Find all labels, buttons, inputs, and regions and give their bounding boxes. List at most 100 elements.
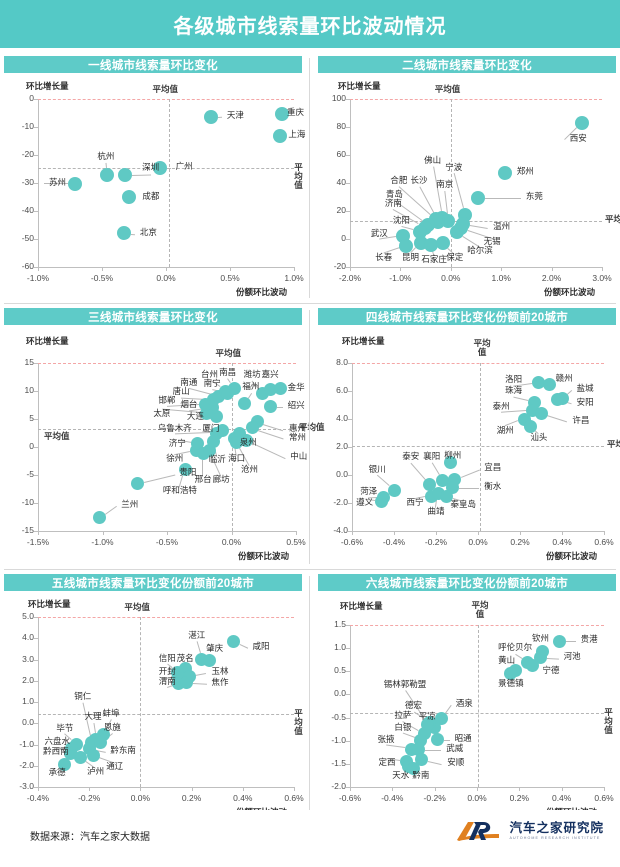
data-point-label: 锡林郭勒盟	[383, 679, 427, 690]
x-tick-label: -0.6%	[340, 537, 364, 547]
data-point[interactable]	[178, 462, 192, 476]
leader-line	[239, 644, 248, 649]
data-point[interactable]	[263, 383, 277, 397]
data-point-label: 毕节	[56, 722, 74, 733]
data-point[interactable]	[412, 225, 427, 239]
data-point[interactable]	[524, 419, 537, 433]
data-point[interactable]	[574, 115, 589, 130]
data-point[interactable]	[374, 495, 388, 509]
data-point[interactable]	[534, 406, 548, 420]
data-point[interactable]	[532, 376, 546, 390]
x-tick-label: 3.0%	[592, 273, 612, 283]
data-point[interactable]	[542, 377, 556, 391]
x-tick	[394, 531, 395, 535]
data-point[interactable]	[275, 107, 290, 122]
data-point-label: 太原	[153, 407, 171, 418]
data-point[interactable]	[58, 758, 72, 772]
data-point[interactable]	[240, 433, 254, 447]
data-point[interactable]	[415, 752, 429, 766]
data-point-label: 肇庆	[206, 642, 224, 653]
data-point[interactable]	[118, 167, 133, 182]
data-point[interactable]	[227, 634, 241, 648]
data-point-label: 安阳	[576, 396, 594, 407]
data-point[interactable]	[121, 190, 136, 204]
data-point[interactable]	[274, 382, 288, 396]
data-point[interactable]	[73, 750, 87, 764]
y-tick	[34, 475, 38, 476]
data-point[interactable]	[440, 489, 453, 503]
data-point[interactable]	[203, 110, 218, 125]
data-point[interactable]	[435, 474, 449, 488]
plot-area-tier6: 1.5 1.0 0.5 0.0 -0.5 -1.0 -1.5 -2.0 -0.6% -0.4% -0…	[314, 591, 616, 823]
leader-line	[484, 198, 521, 200]
data-point-label: 廊坊	[212, 473, 230, 484]
data-point[interactable]	[152, 161, 167, 176]
data-point[interactable]	[237, 396, 251, 410]
data-point-label: 合肥	[390, 174, 408, 185]
data-point[interactable]	[227, 381, 241, 395]
data-point[interactable]	[63, 746, 77, 760]
data-point[interactable]	[230, 436, 244, 450]
leader-line	[143, 474, 175, 483]
data-point[interactable]	[407, 761, 420, 775]
y-tick	[34, 447, 38, 448]
data-point[interactable]	[86, 748, 100, 762]
data-point[interactable]	[525, 659, 539, 673]
chart-title-bar-tier1: 一线城市线索量环比变化	[4, 56, 306, 73]
ar-logo-icon	[457, 822, 500, 841]
chart-panel-tier5: 五线城市线索量环比变化份额前20城市 5.0 4.0 3.0 2.0 1.0 0.0 -1.…	[4, 574, 306, 824]
y-tick	[34, 531, 38, 532]
data-point[interactable]	[245, 421, 259, 435]
data-point[interactable]	[116, 226, 131, 241]
chart-title-tier3: 三线城市线索量环比变化	[88, 311, 218, 324]
data-point[interactable]	[553, 634, 567, 648]
data-point[interactable]	[387, 483, 401, 497]
data-point[interactable]	[130, 476, 144, 490]
data-point-label: 焦作	[211, 676, 229, 687]
y-tick	[34, 155, 38, 156]
y-tick	[34, 638, 38, 640]
data-point[interactable]	[263, 400, 277, 414]
data-point[interactable]	[504, 667, 518, 681]
data-point-label: 洛阳	[505, 374, 523, 385]
data-point[interactable]	[423, 237, 438, 252]
data-point-label: 河池	[563, 651, 581, 662]
data-point[interactable]	[551, 392, 565, 406]
data-point-label: 海口	[228, 453, 246, 464]
data-point[interactable]	[456, 216, 471, 231]
y-axis-line	[352, 363, 353, 531]
y-tick	[34, 617, 38, 618]
data-point[interactable]	[436, 236, 451, 251]
data-point[interactable]	[179, 676, 193, 690]
data-point[interactable]	[444, 455, 458, 469]
leader-line	[513, 396, 529, 401]
x-tick	[352, 531, 353, 535]
data-point[interactable]	[215, 423, 229, 437]
data-point[interactable]	[68, 176, 83, 191]
avg-line-vertical	[478, 625, 480, 787]
y-tick-label: 0.0	[334, 688, 346, 699]
y-tick	[346, 694, 350, 696]
data-point[interactable]	[497, 166, 512, 181]
x-tick	[436, 531, 437, 535]
leader-line	[166, 168, 171, 170]
data-point[interactable]	[431, 733, 445, 747]
top-reference-line	[38, 99, 294, 100]
data-point[interactable]	[94, 735, 108, 749]
data-point[interactable]	[93, 511, 107, 525]
data-point-label: 盐城	[576, 382, 594, 393]
data-point[interactable]	[272, 128, 287, 143]
data-point-label: 定西	[378, 756, 396, 767]
x-tick-label: -0.2%	[423, 793, 446, 803]
chart-title-bar-tier5: 五线城市线索量环比变化份额前20城市	[4, 574, 306, 591]
data-point[interactable]	[203, 654, 217, 668]
data-point[interactable]	[470, 191, 485, 206]
data-point[interactable]	[399, 239, 414, 253]
avg-line-horizontal	[350, 221, 602, 223]
leader-line	[444, 739, 450, 741]
data-point[interactable]	[100, 168, 115, 183]
y-tick-label: -20	[21, 149, 34, 159]
data-point[interactable]	[441, 213, 456, 228]
leader-line	[192, 683, 207, 685]
y-tick-label: -30	[21, 177, 34, 187]
